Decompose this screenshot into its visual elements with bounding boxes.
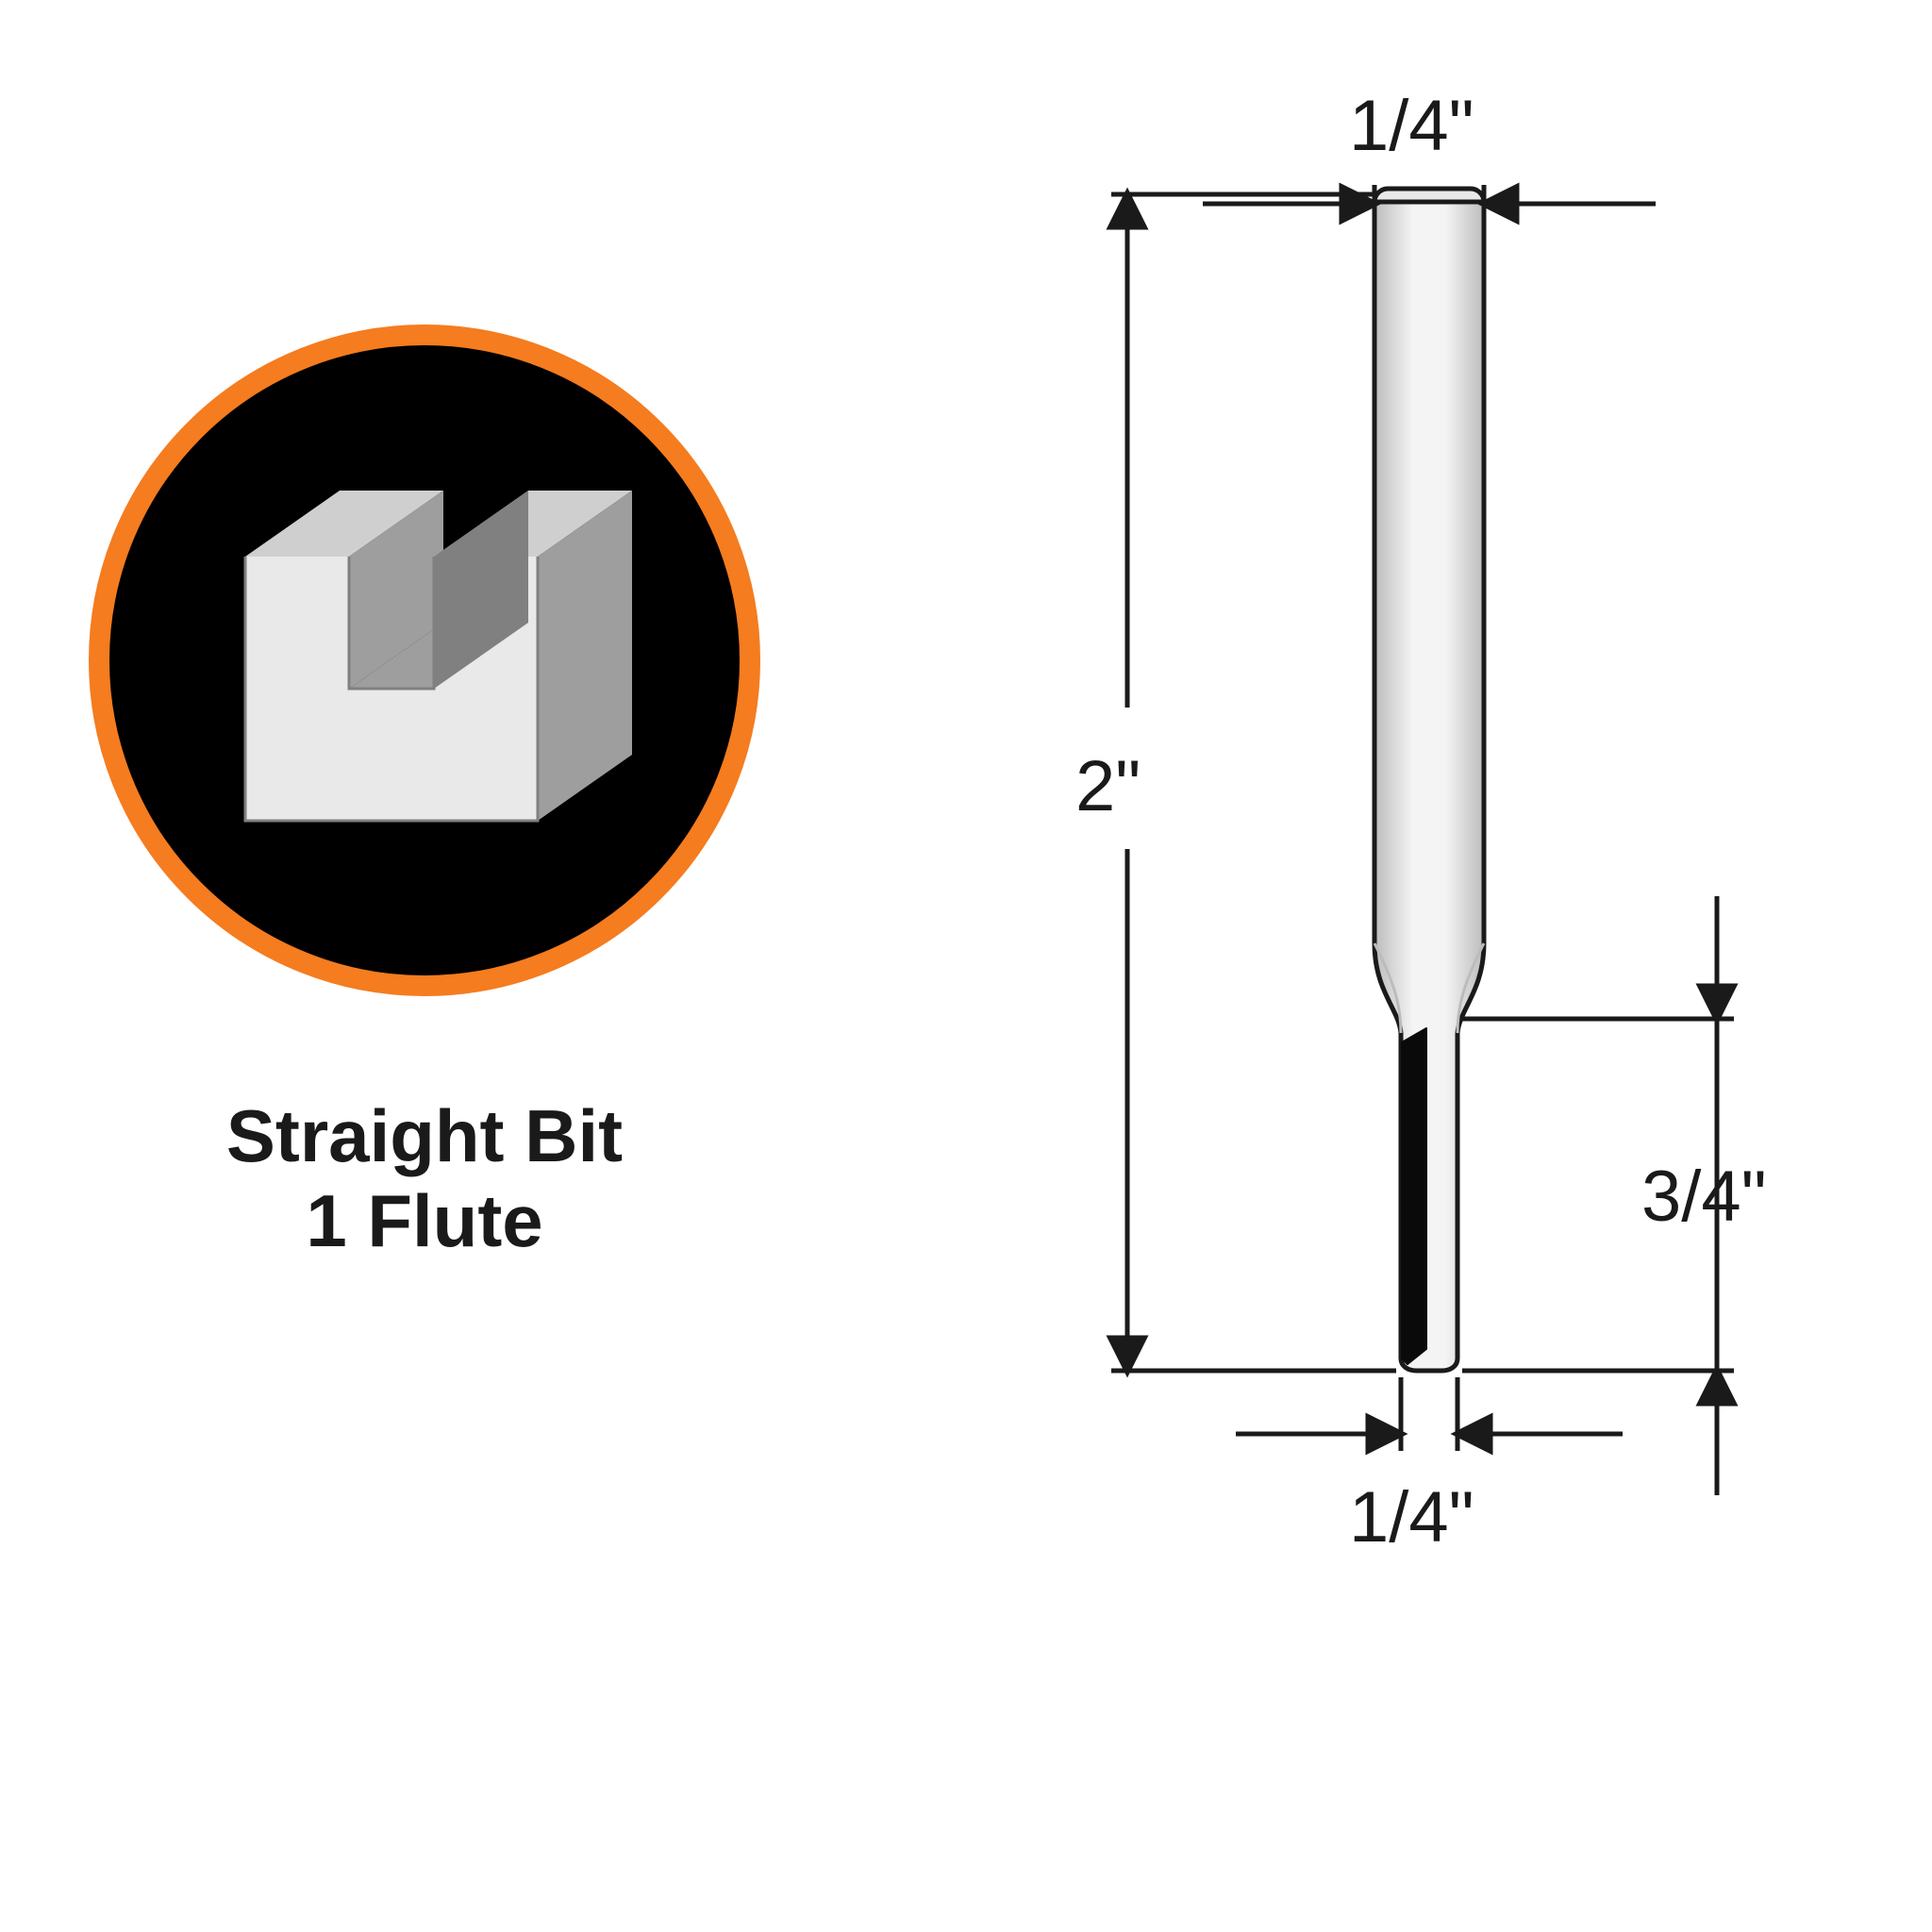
diagram-canvas: Straight Bit 1 Flute (0, 0, 1932, 1932)
product-title-line2: 1 Flute (306, 1179, 542, 1262)
dim-overall-length (1111, 194, 1396, 1371)
bit-technical-drawing (1000, 132, 1830, 1641)
label-shank-diameter: 1/4" (1349, 85, 1474, 167)
label-overall-length: 2" (1075, 745, 1141, 827)
bit-body (1374, 189, 1484, 1371)
product-title-line1: Straight Bit (226, 1094, 623, 1177)
flute (1402, 1028, 1426, 1364)
label-cut-diameter: 1/4" (1349, 1476, 1474, 1558)
groove-shape-icon (245, 491, 632, 821)
product-title: Straight Bit 1 Flute (0, 1094, 849, 1263)
dim-cut-diameter (1236, 1377, 1623, 1451)
label-cut-length: 3/4" (1641, 1156, 1767, 1238)
profile-badge (0, 236, 849, 1085)
